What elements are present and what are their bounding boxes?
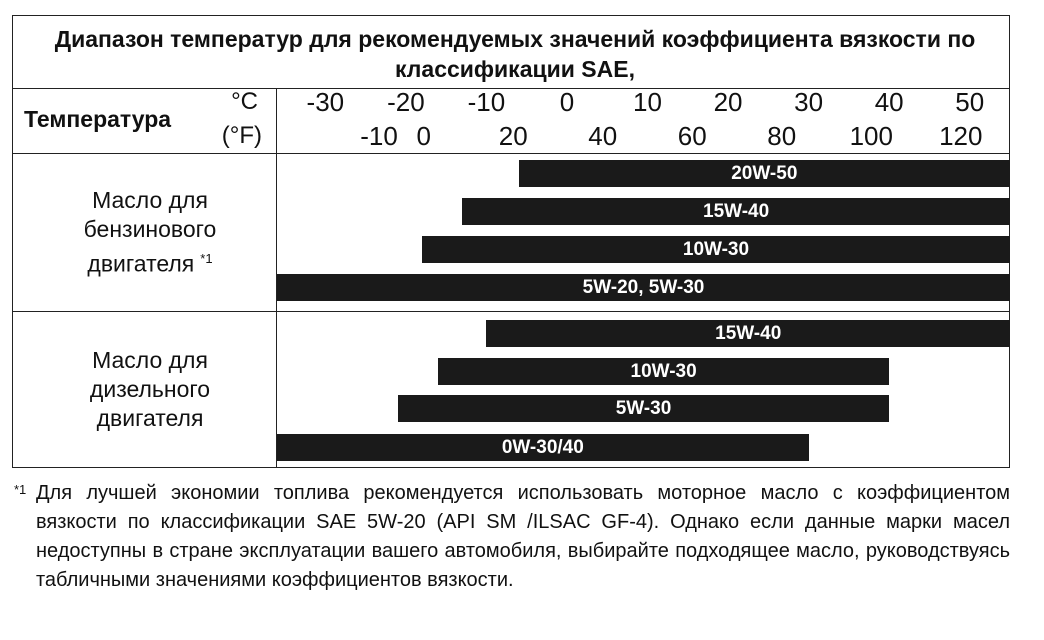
footnote: *1 Для лучшей экономии топлива рекоменду…	[14, 479, 1010, 595]
rule	[12, 311, 1010, 312]
celsius-tick-label: -10	[467, 87, 506, 117]
footnote-text: Для лучшей экономии топлива рекомендуетс…	[36, 482, 1010, 591]
celsius-tick-label: 0	[559, 87, 575, 117]
fahrenheit-tick-label: 120	[939, 121, 983, 151]
fahrenheit-tick-label: 40	[588, 121, 618, 151]
oil-range-bar: 10W-30	[438, 358, 890, 385]
oil-range-bar: 15W-40	[462, 198, 1010, 225]
celsius-tick-label: 40	[874, 87, 904, 117]
header-label: Температура	[24, 106, 172, 132]
group-label: Масло для дизельного двигателя	[40, 346, 260, 433]
group-label-text: Масло для бензинового двигателя	[83, 187, 217, 277]
celsius-tick-label: 50	[955, 87, 985, 117]
celsius-tick-label: -30	[306, 87, 345, 117]
celsius-unit: °C	[231, 88, 258, 115]
celsius-tick-label: 20	[713, 87, 743, 117]
oil-range-bar: 0W-30/40	[277, 434, 809, 461]
rule	[12, 88, 1010, 89]
fahrenheit-tick-label: 80	[767, 121, 797, 151]
rule	[12, 153, 1010, 154]
oil-range-bar: 15W-40	[486, 320, 1010, 347]
oil-range-bar: 5W-30	[397, 395, 890, 422]
group-label: Масло для бензинового двигателя *1	[40, 186, 260, 279]
oil-range-bar: 5W-20, 5W-30	[277, 274, 1010, 301]
footnote-mark: *1	[14, 482, 27, 497]
celsius-tick-label: 10	[633, 87, 662, 117]
oil-range-bar: 10W-30	[421, 236, 1010, 263]
fahrenheit-tick-label: 60	[677, 121, 707, 151]
fahrenheit-tick-label: 100	[849, 121, 893, 151]
fahrenheit-unit: (°F)	[221, 122, 262, 149]
celsius-tick-label: 30	[794, 87, 824, 117]
group-label-text: Масло для дизельного двигателя	[89, 347, 211, 431]
note-mark: *1	[200, 251, 213, 266]
celsius-tick-label: -20	[387, 87, 425, 117]
table-title: Диапазон температур для рекомендуемых зн…	[54, 26, 976, 82]
fahrenheit-tick-label: -10	[360, 121, 398, 151]
fahrenheit-tick-label: 0	[416, 121, 431, 151]
rule	[276, 88, 277, 468]
fahrenheit-tick-label: 20	[498, 121, 528, 151]
oil-range-bar: 20W-50	[518, 160, 1010, 187]
